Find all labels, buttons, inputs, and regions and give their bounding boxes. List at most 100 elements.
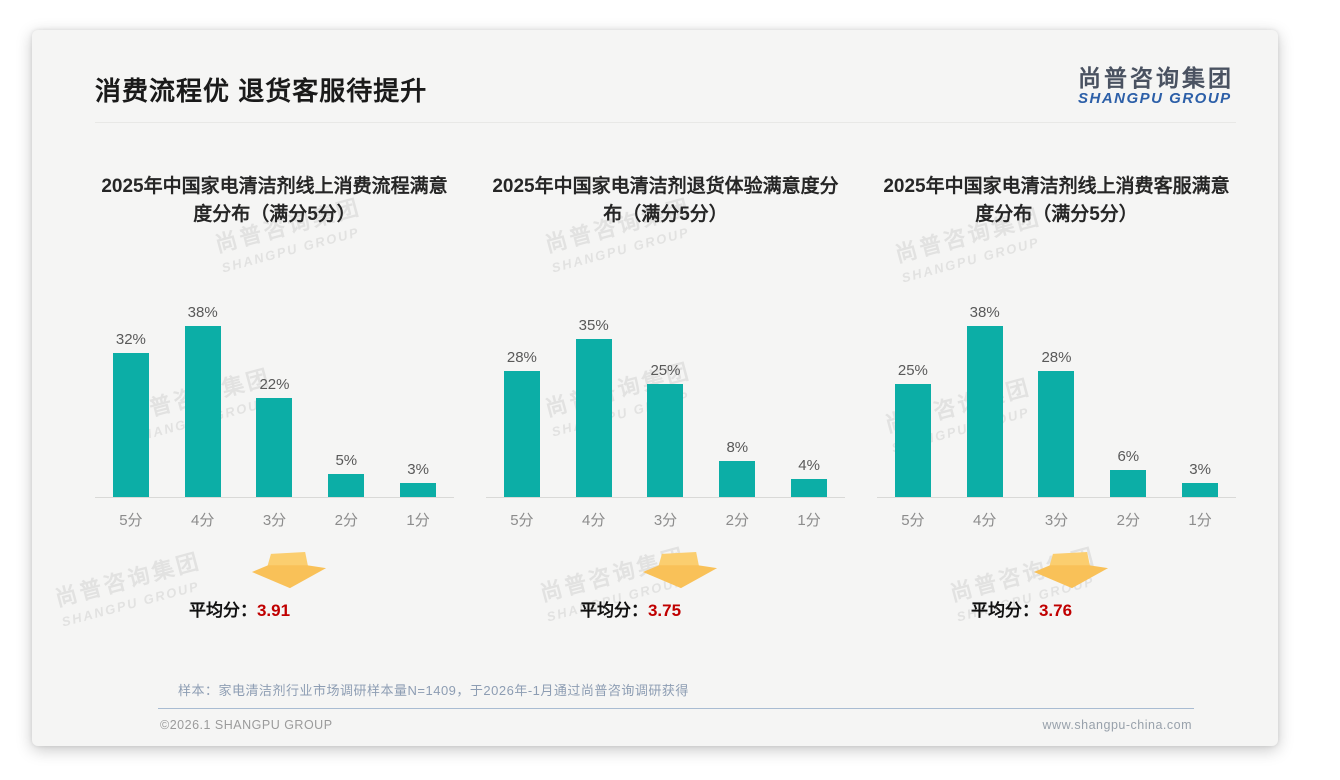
- bar-value-label: 3%: [1189, 460, 1211, 478]
- bar: [503, 370, 540, 497]
- average-label: 平均分：: [970, 600, 1039, 620]
- bar-group: 5%: [310, 452, 382, 497]
- x-axis-ticks: 5分 4分 3分 2分 1分: [486, 509, 845, 530]
- bar-group: 28%: [1021, 349, 1093, 497]
- bar: [791, 478, 828, 497]
- x-axis-ticks: 5分 4分 3分 2分 1分: [95, 509, 454, 530]
- bar-value-label: 28%: [506, 348, 537, 366]
- chart-consume-process: 2025年中国家电清洁剂线上消费流程满意度分布（满分5分） 32% 38% 22% 5…: [95, 173, 454, 621]
- bar: [400, 482, 437, 497]
- bar-group: 32%: [95, 331, 167, 497]
- page-title: 消费流程优 退货客服待提升: [95, 75, 428, 106]
- bar-value-label: 25%: [650, 361, 681, 379]
- bar: [647, 383, 684, 497]
- website-url: www.shangpu-china.com: [1042, 718, 1192, 732]
- bars-area: 25% 38% 28% 6% 3%: [877, 297, 1236, 498]
- bar-group: 25%: [630, 362, 702, 497]
- average-score: 平均分：3.91: [189, 596, 290, 621]
- bar: [1110, 469, 1147, 497]
- x-tick-label: 5分: [901, 511, 925, 529]
- logo-chinese-name: 尚普咨询集团: [1078, 65, 1234, 91]
- chart-title: 2025年中国家电清洁剂线上消费客服满意度分布（满分5分）: [883, 175, 1230, 226]
- bar-group: 35%: [558, 317, 630, 497]
- bar-plot: 32% 38% 22% 5% 3% 5分 4分 3分 2分 1分: [95, 297, 454, 530]
- bar-value-label: 6%: [1117, 447, 1140, 465]
- bar-group: 38%: [167, 304, 239, 497]
- x-tick-label: 4分: [973, 511, 997, 529]
- chart-return-experience: 2025年中国家电清洁剂退货体验满意度分布（满分5分） 28% 35% 25% 8% 4…: [486, 173, 845, 621]
- average-block: 平均分：3.76: [877, 551, 1236, 621]
- average-value: 3.75: [647, 600, 682, 620]
- bar: [575, 338, 612, 497]
- bar-group: 25%: [877, 362, 949, 497]
- sample-note: 样本：家电清洁剂行业市场调研样本量N=1409，于2026年-1月通过尚普咨询调…: [178, 683, 689, 698]
- average-label: 平均分：: [579, 600, 648, 620]
- logo-english-name: SHANGPU GROUP: [1078, 90, 1232, 108]
- footer-divider: [158, 708, 1194, 709]
- bar-plot: 28% 35% 25% 8% 4% 5分 4分 3分 2分 1分: [486, 297, 845, 530]
- x-tick-label: 5分: [510, 511, 534, 529]
- average-block: 平均分：3.75: [486, 551, 845, 621]
- bar-group: 38%: [949, 304, 1021, 497]
- bar: [719, 460, 756, 497]
- bar-value-label: 5%: [335, 451, 358, 469]
- chart-customer-service: 2025年中国家电清洁剂线上消费客服满意度分布（满分5分） 25% 38% 28% 6…: [877, 173, 1236, 621]
- x-tick-label: 4分: [191, 511, 215, 529]
- x-tick-label: 1分: [1188, 511, 1212, 529]
- bar-group: 8%: [701, 439, 773, 497]
- x-tick-label: 3分: [1044, 511, 1069, 529]
- average-value: 3.91: [256, 600, 291, 620]
- bar-value-label: 38%: [187, 303, 218, 321]
- bar: [184, 325, 221, 497]
- down-arrow-icon: [642, 551, 717, 588]
- bar-plot: 25% 38% 28% 6% 3% 5分 4分 3分 2分 1分: [877, 297, 1236, 530]
- bar-group: 3%: [382, 461, 454, 497]
- bar-group: 22%: [239, 376, 311, 497]
- bar: [966, 325, 1003, 497]
- bar-group: 4%: [773, 457, 845, 497]
- down-arrow-icon: [1033, 551, 1108, 588]
- average-score: 平均分：3.76: [971, 596, 1072, 621]
- x-tick-label: 5分: [119, 511, 143, 529]
- bars-area: 32% 38% 22% 5% 3%: [95, 297, 454, 498]
- chart-title: 2025年中国家电清洁剂退货体验满意度分布（满分5分）: [492, 175, 839, 226]
- bar: [112, 352, 149, 497]
- x-tick-label: 2分: [1116, 511, 1140, 529]
- x-tick-label: 1分: [406, 511, 430, 529]
- header: 消费流程优 退货客服待提升 尚普咨询集团 SHANGPU GROUP: [95, 30, 1236, 108]
- bar-group: 6%: [1092, 448, 1164, 497]
- x-tick-label: 2分: [334, 511, 358, 529]
- title-divider: [95, 121, 1236, 123]
- x-tick-label: 3分: [653, 511, 678, 529]
- bar-value-label: 8%: [726, 438, 749, 456]
- bar-group: 28%: [486, 349, 558, 497]
- x-tick-label: 4分: [582, 511, 606, 529]
- bar: [894, 383, 931, 497]
- bar-value-label: 32%: [115, 330, 146, 348]
- bars-area: 28% 35% 25% 8% 4%: [486, 297, 845, 498]
- bar: [256, 397, 293, 497]
- x-tick-label: 2分: [725, 511, 749, 529]
- average-block: 平均分：3.91: [95, 551, 454, 621]
- bar: [1038, 370, 1075, 497]
- bottom-section: 样本：家电清洁剂行业市场调研样本量N=1409，于2026年-1月通过尚普咨询调…: [158, 680, 1194, 732]
- charts-row: 2025年中国家电清洁剂线上消费流程满意度分布（满分5分） 32% 38% 22% 5…: [95, 173, 1236, 621]
- bar-value-label: 22%: [259, 375, 290, 393]
- bar-group: 3%: [1164, 461, 1236, 497]
- bar-value-label: 35%: [578, 316, 609, 334]
- average-value: 3.76: [1038, 600, 1073, 620]
- x-axis-ticks: 5分 4分 3分 2分 1分: [877, 509, 1236, 530]
- copyright-text: ©2026.1 SHANGPU GROUP: [160, 718, 333, 732]
- average-score: 平均分：3.75: [580, 596, 681, 621]
- footer: ©2026.1 SHANGPU GROUP www.shangpu-china.…: [158, 709, 1194, 732]
- bar: [328, 473, 365, 497]
- bar-value-label: 4%: [798, 456, 820, 474]
- bar: [1182, 482, 1219, 497]
- bar-value-label: 3%: [407, 460, 429, 478]
- x-tick-label: 1分: [797, 511, 821, 529]
- chart-title: 2025年中国家电清洁剂线上消费流程满意度分布（满分5分）: [101, 175, 448, 226]
- bar-value-label: 25%: [897, 361, 928, 379]
- bar-value-label: 28%: [1041, 348, 1072, 366]
- x-tick-label: 3分: [262, 511, 287, 529]
- slide-card: 尚普咨询集团 SHANGPU GROUP 尚普咨询集团 SHANGPU GROUP 尚普…: [32, 30, 1278, 746]
